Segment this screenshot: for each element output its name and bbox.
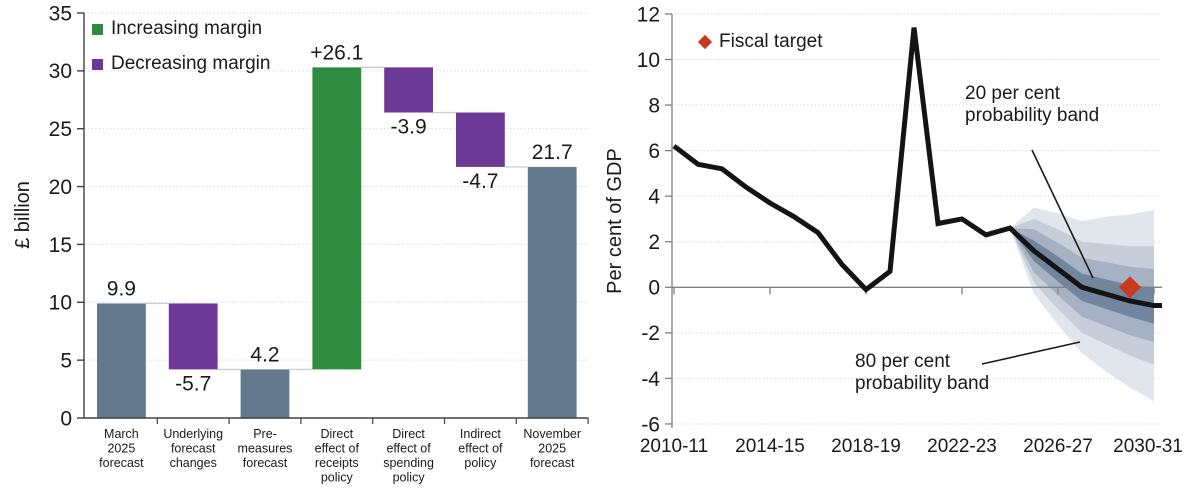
y-tick-label: -6 bbox=[641, 413, 660, 436]
y-tick-label: 2 bbox=[648, 231, 660, 254]
x-tick-label: 2030-31 bbox=[1113, 436, 1183, 457]
annotation-80-per-cent-band: 80 per cent probability band bbox=[855, 351, 990, 394]
category-label: Direct effect of receipts policy bbox=[315, 427, 360, 485]
x-tick-label: 2014-15 bbox=[735, 436, 805, 457]
y-tick-label: 30 bbox=[49, 60, 72, 83]
annotation-20-per-cent-band: 20 per cent probability band bbox=[965, 83, 1100, 126]
fan-y-axis-title: Per cent of GDP bbox=[604, 148, 626, 294]
fiscal-target-diamond-icon bbox=[697, 34, 713, 50]
increasing-margin-swatch bbox=[92, 23, 103, 35]
bar-1 bbox=[168, 303, 218, 370]
category-label: Underlying forecast changes bbox=[163, 427, 223, 470]
waterfall-y-axis-title: £ billion bbox=[12, 181, 34, 249]
y-tick-label: 4 bbox=[648, 186, 660, 209]
fiscal-target-diamond bbox=[1119, 276, 1141, 299]
deficit-line bbox=[672, 27, 1162, 309]
legend-label: Decreasing margin bbox=[111, 53, 271, 74]
category-label: Direct effect of spending policy bbox=[383, 427, 434, 485]
x-tick-label: 2026-27 bbox=[1023, 436, 1093, 457]
x-tick-label: 2022-23 bbox=[927, 436, 997, 457]
y-tick-label: 20 bbox=[49, 176, 72, 199]
fan-chart-svg: -6 -4 -2 0 2 4 6 8 10 12 2010-11 2014-15 2018-19 2022… bbox=[637, 3, 1183, 457]
bar-value-label: +26.1 bbox=[310, 41, 363, 64]
y-tick-label: 25 bbox=[49, 118, 72, 141]
category-label: November 2025 forecast bbox=[523, 427, 581, 470]
bar-4 bbox=[384, 67, 433, 113]
y-tick-label: 5 bbox=[60, 349, 72, 372]
y-tick-label: 6 bbox=[648, 140, 660, 163]
bar-value-label: -4.7 bbox=[462, 170, 498, 193]
legend-item-increasing: Increasing margin bbox=[92, 18, 270, 40]
bar-value-label: -5.7 bbox=[175, 372, 211, 395]
bar-value-label: 4.2 bbox=[250, 343, 279, 366]
decreasing-margin-swatch bbox=[92, 58, 103, 70]
y-tick-label: 12 bbox=[637, 3, 660, 26]
y-tick-label: -2 bbox=[641, 322, 660, 345]
bar-3 bbox=[312, 67, 362, 370]
y-tick-label: 15 bbox=[49, 234, 72, 257]
bar-5 bbox=[456, 112, 505, 167]
y-tick-label: 8 bbox=[648, 94, 660, 117]
waterfall-legend: Increasing margin Decreasing margin bbox=[92, 18, 270, 75]
y-tick-label: 0 bbox=[648, 277, 660, 300]
x-tick-label: 2018-19 bbox=[831, 436, 901, 457]
category-label: Pre-measures forecast bbox=[238, 427, 293, 470]
y-tick-label: 10 bbox=[49, 292, 72, 315]
category-label: March 2025 forecast bbox=[99, 427, 144, 470]
bar-6 bbox=[527, 166, 577, 418]
bar-0 bbox=[97, 303, 146, 418]
category-label: Indirect effect of policy bbox=[458, 427, 503, 470]
callout-line-80-per-cent bbox=[981, 341, 1081, 365]
bar-value-label: -3.9 bbox=[391, 116, 427, 139]
x-tick-label: 2010-11 bbox=[640, 436, 708, 457]
legend-item-decreasing: Decreasing margin bbox=[92, 53, 270, 75]
bar-2 bbox=[240, 369, 290, 418]
y-tick-label: 0 bbox=[60, 407, 72, 430]
fiscal-target-legend: Fiscal target bbox=[697, 31, 823, 53]
waterfall-chart-svg: 9.9 -5.7 4.2 +26.1 -3.9 -4.7 21.7 0 5 10 15 20 25 30 3… bbox=[49, 2, 589, 485]
fiscal-target-label: Fiscal target bbox=[719, 31, 823, 52]
y-tick-label: -4 bbox=[641, 368, 660, 391]
bar-value-label: 21.7 bbox=[532, 141, 573, 164]
y-tick-label: 35 bbox=[49, 2, 72, 25]
bar-value-label: 9.9 bbox=[107, 277, 136, 300]
y-tick-label: 10 bbox=[637, 49, 660, 72]
legend-label: Increasing margin bbox=[111, 18, 263, 39]
callout-line-20-per-cent bbox=[1031, 149, 1094, 279]
